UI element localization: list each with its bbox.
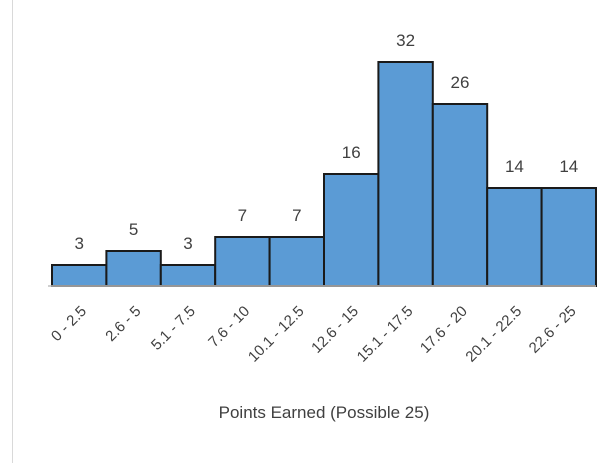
x-axis-title: Points Earned (Possible 25) xyxy=(219,403,430,422)
data-labels-group: 3 5 3 7 7 16 32 26 14 14 xyxy=(74,31,578,253)
bar-10 xyxy=(540,187,597,287)
x-tick-label-10: 22.6 - 25 xyxy=(526,303,580,357)
x-tick-label-7: 15.1 - 17.5 xyxy=(354,303,417,366)
x-tick-label-2: 2.6 - 5 xyxy=(102,303,144,345)
data-label-1: 3 xyxy=(74,234,83,253)
bar-4 xyxy=(214,236,271,287)
data-label-9: 14 xyxy=(505,157,524,176)
x-tick-label-3: 5.1 - 7.5 xyxy=(148,303,199,354)
data-label-6: 16 xyxy=(342,143,361,162)
x-tick-label-5: 10.1 - 12.5 xyxy=(245,303,308,366)
x-tick-label-6: 12.6 - 15 xyxy=(308,303,362,357)
x-tick-label-8: 17.6 - 20 xyxy=(417,303,471,357)
bar-6 xyxy=(323,173,380,287)
data-label-10: 14 xyxy=(559,157,578,176)
data-label-7: 32 xyxy=(396,31,415,50)
bar-2 xyxy=(105,250,162,287)
x-tick-label-4: 7.6 - 10 xyxy=(205,303,253,351)
data-label-8: 26 xyxy=(451,73,470,92)
data-label-4: 7 xyxy=(238,206,247,225)
x-tick-label-9: 20.1 - 22.5 xyxy=(462,303,525,366)
frame-left-border xyxy=(12,0,13,463)
bar-1 xyxy=(51,264,108,287)
bar-7 xyxy=(377,61,434,287)
x-tick-label-1: 0 - 2.5 xyxy=(48,303,90,345)
data-label-5: 7 xyxy=(292,206,301,225)
data-label-3: 3 xyxy=(183,234,192,253)
bar-5 xyxy=(268,236,326,287)
data-label-2: 5 xyxy=(129,220,138,239)
bar-3 xyxy=(159,264,217,287)
bars-group xyxy=(51,61,597,287)
bar-9 xyxy=(486,187,543,287)
bar-8 xyxy=(431,103,489,287)
